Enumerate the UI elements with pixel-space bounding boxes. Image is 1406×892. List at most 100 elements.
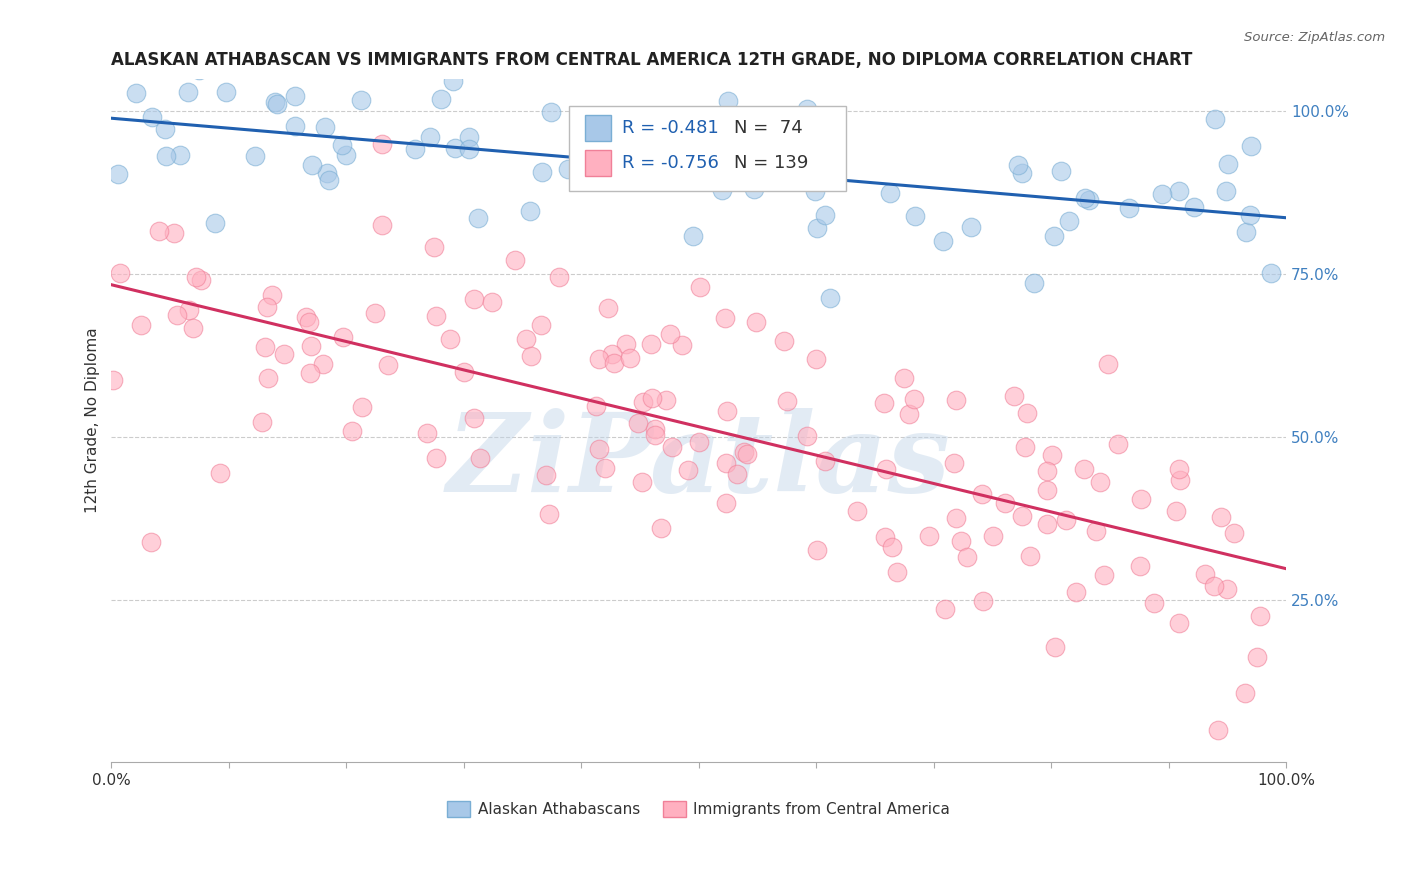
Point xyxy=(463,293,485,307)
Point xyxy=(177,85,200,99)
Point xyxy=(1007,158,1029,172)
Point xyxy=(682,228,704,243)
Point xyxy=(1182,200,1205,214)
Point xyxy=(716,404,738,418)
Point xyxy=(704,147,727,161)
Point xyxy=(773,334,796,348)
Point xyxy=(1168,462,1191,476)
Point xyxy=(1239,139,1261,153)
Point xyxy=(181,321,204,335)
Point xyxy=(294,310,316,324)
Point xyxy=(627,417,650,431)
Point xyxy=(250,415,273,429)
Point xyxy=(557,161,579,176)
Point xyxy=(725,467,748,481)
Point xyxy=(299,366,322,380)
Text: ALASKAN ATHABASCAN VS IMMIGRANTS FROM CENTRAL AMERICA 12TH GRADE, NO DIPLOMA COR: ALASKAN ATHABASCAN VS IMMIGRANTS FROM CE… xyxy=(111,51,1192,69)
Point xyxy=(1054,513,1077,527)
Point xyxy=(1064,584,1087,599)
Point xyxy=(163,226,186,240)
Point xyxy=(520,349,543,363)
Point xyxy=(1078,193,1101,207)
Point xyxy=(1036,483,1059,497)
Point xyxy=(439,332,461,346)
Y-axis label: 12th Grade, No Diploma: 12th Grade, No Diploma xyxy=(86,327,100,513)
Point xyxy=(1239,208,1261,222)
Point xyxy=(371,136,394,151)
Point xyxy=(148,224,170,238)
Point xyxy=(1216,582,1239,596)
Point xyxy=(377,358,399,372)
Point xyxy=(600,347,623,361)
Point xyxy=(886,565,908,579)
Point xyxy=(415,426,437,441)
Point xyxy=(588,352,610,367)
Point xyxy=(153,122,176,136)
Point xyxy=(177,302,200,317)
Point xyxy=(314,120,336,134)
Point xyxy=(1045,640,1067,655)
Point xyxy=(714,456,737,470)
Point xyxy=(1233,685,1256,699)
Point xyxy=(714,496,737,510)
Point xyxy=(1019,549,1042,564)
Point xyxy=(519,203,541,218)
FancyBboxPatch shape xyxy=(585,150,610,176)
Point xyxy=(1194,567,1216,582)
Point xyxy=(619,351,641,366)
Point xyxy=(540,104,562,119)
Point xyxy=(1211,510,1233,524)
Point xyxy=(742,182,765,196)
Point xyxy=(443,73,465,87)
Point xyxy=(644,422,666,436)
Point xyxy=(1107,436,1129,450)
Point xyxy=(371,218,394,232)
Point xyxy=(363,306,385,320)
Point xyxy=(430,92,453,106)
Point xyxy=(803,159,825,173)
Point xyxy=(796,103,818,117)
Point xyxy=(215,85,238,99)
Point xyxy=(284,89,307,103)
Point xyxy=(266,96,288,111)
Point xyxy=(1050,164,1073,178)
Point xyxy=(1042,228,1064,243)
Point xyxy=(284,119,307,133)
Point xyxy=(515,332,537,346)
Text: N =  74: N = 74 xyxy=(734,120,803,137)
Point xyxy=(1073,462,1095,476)
Point xyxy=(318,173,340,187)
Point xyxy=(482,35,505,49)
Point xyxy=(457,129,479,144)
Point xyxy=(1036,464,1059,478)
Point xyxy=(350,93,373,107)
Point xyxy=(918,529,941,543)
Point xyxy=(1022,277,1045,291)
FancyBboxPatch shape xyxy=(585,115,610,142)
Point xyxy=(315,166,337,180)
Point xyxy=(636,154,658,169)
Point xyxy=(593,461,616,475)
Point xyxy=(1011,509,1033,524)
Point xyxy=(879,186,901,201)
Point xyxy=(463,411,485,425)
Point xyxy=(872,396,894,410)
Point xyxy=(332,330,354,344)
Point xyxy=(932,234,955,248)
Point xyxy=(481,295,503,310)
Text: R = -0.756: R = -0.756 xyxy=(623,153,720,171)
Point xyxy=(254,340,277,354)
Point xyxy=(1129,559,1152,574)
Point xyxy=(208,466,231,480)
Text: ZiPatlas: ZiPatlas xyxy=(447,408,950,516)
Point xyxy=(299,339,322,353)
Point xyxy=(981,529,1004,543)
Point xyxy=(273,347,295,361)
Point xyxy=(547,270,569,285)
Point xyxy=(262,287,284,301)
Point xyxy=(1011,166,1033,180)
Point xyxy=(640,337,662,351)
Point xyxy=(530,318,553,332)
Point xyxy=(330,138,353,153)
Point xyxy=(141,111,163,125)
